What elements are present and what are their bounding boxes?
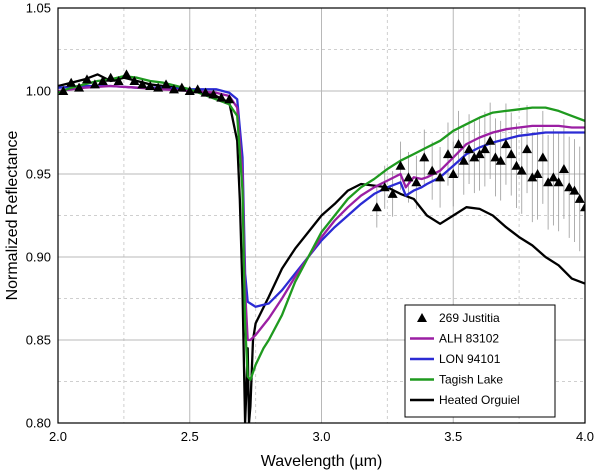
legend-entry-label: LON 94101: [439, 352, 501, 366]
justitia-point: [137, 79, 148, 89]
justitia-point: [453, 139, 464, 149]
justitia-point: [511, 160, 522, 170]
series-line-lon-94101: [58, 84, 585, 308]
plot-area: [58, 69, 585, 423]
justitia-point: [168, 84, 179, 94]
justitia-point: [403, 172, 414, 182]
justitia-point: [192, 84, 203, 94]
justitia-point: [464, 144, 475, 154]
justitia-point: [387, 188, 398, 198]
justitia-point: [419, 152, 430, 162]
justitia-point: [81, 74, 92, 84]
justitia-point: [435, 172, 446, 182]
justitia-point: [569, 185, 580, 195]
legend-entry-label: ALH 83102: [439, 332, 499, 346]
justitia-point: [105, 72, 116, 82]
x-tick-label: 3.5: [444, 429, 462, 444]
y-axis-label: Normalized Reflectance: [4, 130, 21, 300]
y-tick-label: 0.95: [26, 167, 51, 182]
justitia-point: [580, 202, 585, 212]
justitia-point: [522, 144, 533, 154]
justitia-point: [74, 82, 85, 92]
justitia-point: [97, 76, 108, 86]
justitia-point: [469, 152, 480, 162]
justitia-point: [184, 86, 195, 95]
legend-entry-label: Tagish Lake: [439, 373, 503, 387]
justitia-point: [485, 135, 496, 145]
series-line-tagish-lake: [58, 74, 585, 381]
justitia-point: [153, 82, 164, 92]
justitia-point: [506, 149, 517, 159]
justitia-point: [448, 169, 459, 178]
justitia-point: [548, 172, 559, 182]
justitia-point: [442, 149, 453, 159]
legend: 269 Justitia ALH 83102 LON 94101 Tagish Lak…: [404, 304, 556, 418]
justitia-point: [537, 152, 548, 162]
justitia-point: [564, 182, 575, 192]
plot-content: [58, 69, 585, 423]
y-tick-label: 0.85: [26, 333, 51, 348]
justitia-point: [458, 155, 469, 165]
axis-ticks: 2.0 2.5 3.0 3.5 4.0 0.80 0.85 0.90 0.95 1.00 1.05: [26, 1, 594, 445]
justitia-point: [371, 202, 382, 212]
justitia-point: [527, 172, 538, 182]
justitia-point: [129, 76, 140, 86]
justitia-point: [479, 144, 490, 154]
justitia-point: [558, 164, 569, 174]
justitia-point: [490, 152, 501, 162]
justitia-point: [500, 139, 511, 149]
x-tick-label: 2.5: [181, 429, 199, 444]
series-line-alh-83102: [58, 84, 585, 342]
justitia-point: [145, 81, 156, 91]
justitia-point: [574, 193, 585, 203]
justitia-point: [543, 177, 554, 187]
x-tick-label: 3.0: [312, 429, 330, 444]
legend-marker-triangle: [417, 313, 427, 322]
justitia-point: [66, 77, 77, 87]
justitia-point: [532, 169, 543, 178]
legend-entry-label: 269 Justitia: [439, 311, 500, 325]
justitia-point: [161, 79, 172, 89]
y-tick-label: 1.05: [26, 1, 51, 16]
y-tick-label: 0.90: [26, 250, 51, 265]
justitia-point: [58, 86, 69, 95]
x-tick-label: 4.0: [576, 429, 594, 444]
justitia-points: [58, 69, 585, 212]
justitia-point: [176, 82, 187, 92]
x-axis-label: Wavelength (µm): [261, 453, 383, 470]
justitia-point: [516, 165, 527, 175]
justitia-point: [474, 149, 485, 159]
y-tick-label: 1.00: [26, 84, 51, 99]
legend-box: [404, 304, 556, 418]
y-tick-label: 0.80: [26, 416, 51, 431]
justitia-point: [495, 155, 506, 165]
justitia-point: [224, 94, 235, 104]
justitia-point: [553, 177, 564, 187]
x-tick-label: 2.0: [49, 429, 67, 444]
justitia-point: [395, 160, 406, 170]
justitia-point: [216, 92, 227, 102]
justitia-point: [427, 165, 438, 175]
legend-entry-label: Heated Orguiel: [439, 393, 520, 407]
justitia-point: [200, 87, 211, 97]
justitia-point: [379, 182, 390, 192]
justitia-point: [113, 76, 124, 86]
justitia-point: [121, 69, 132, 79]
justitia-point: [208, 89, 219, 99]
plot-frame: [57, 7, 586, 424]
justitia-point: [411, 177, 422, 187]
justitia-point: [89, 79, 100, 89]
